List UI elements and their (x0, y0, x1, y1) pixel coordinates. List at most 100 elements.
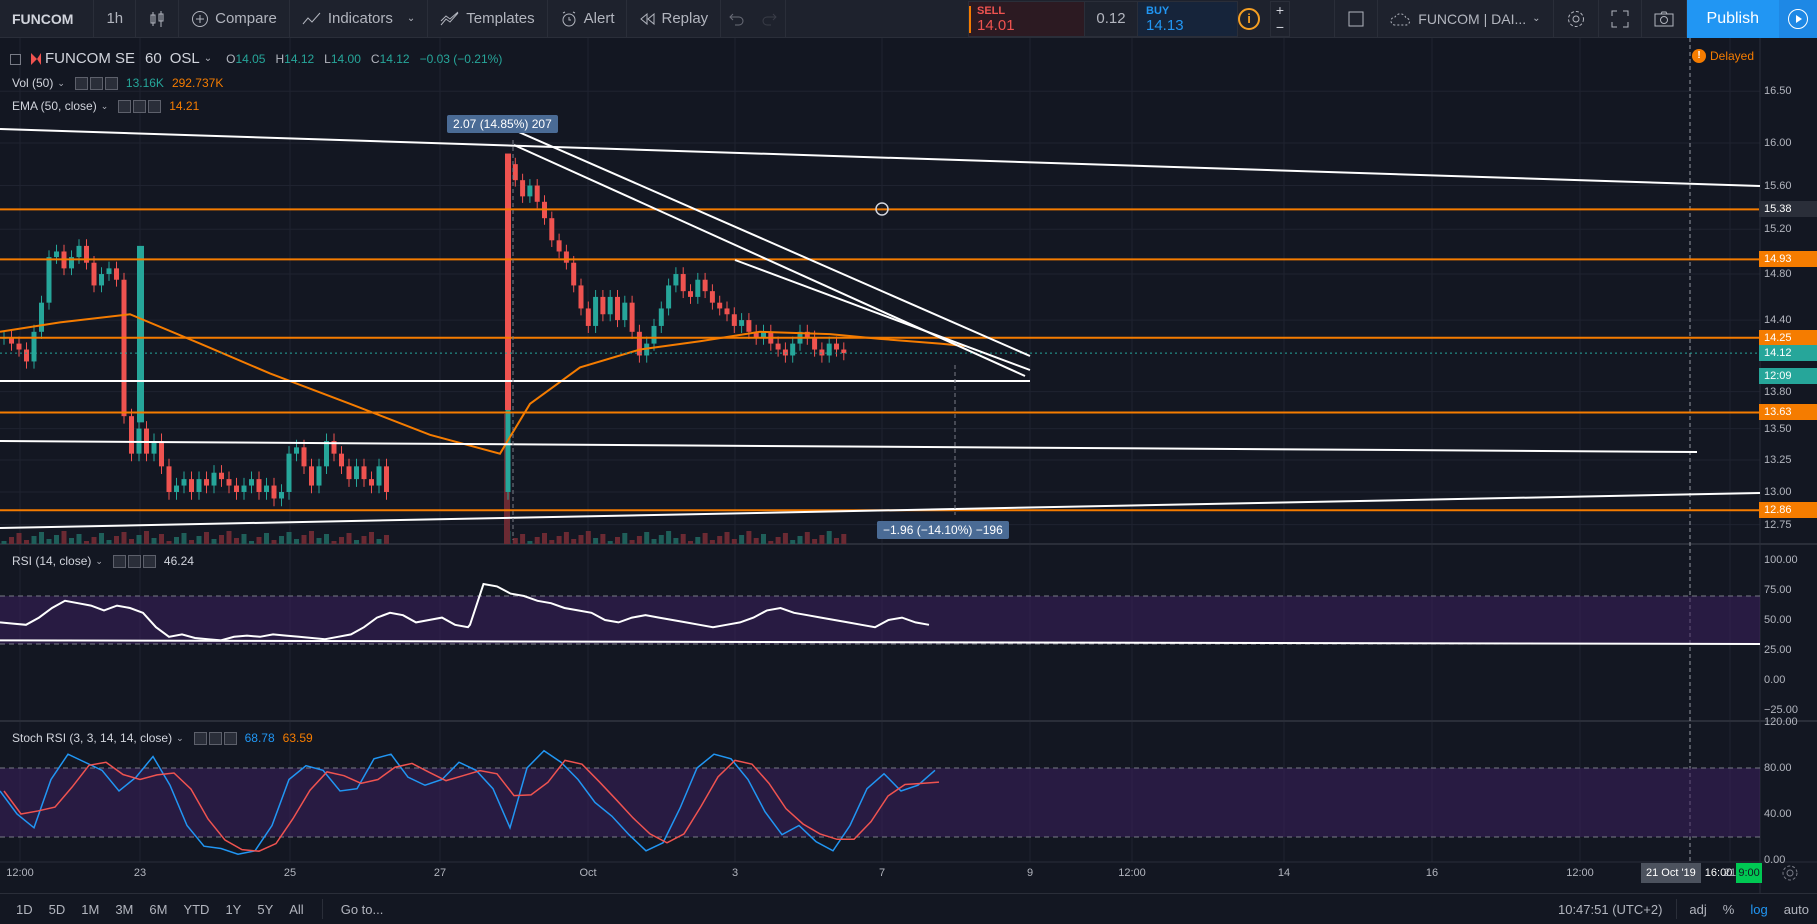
scale-option[interactable]: adj (1689, 901, 1707, 917)
chart-canvas[interactable] (0, 38, 1817, 893)
chevron-down-icon[interactable]: ⌄ (100, 100, 109, 111)
indicator-controls[interactable] (112, 554, 156, 568)
compare-button[interactable]: Compare (179, 0, 290, 38)
quantity-stepper: + − (1270, 1, 1290, 37)
volume-value: 13.16K (125, 76, 164, 90)
indicator-controls[interactable] (118, 99, 162, 113)
templates-icon (440, 11, 459, 25)
candle-body (256, 479, 262, 492)
plus-icon[interactable]: + (1275, 2, 1285, 18)
gear-icon[interactable] (1780, 863, 1800, 883)
candle-body (702, 279, 708, 292)
volume-bar (578, 535, 584, 544)
undo-button[interactable] (721, 0, 753, 38)
price-tick-label: 13.50 (1764, 422, 1792, 435)
range-button[interactable]: 1Y (225, 901, 242, 917)
goto-button[interactable]: Go to... (340, 901, 384, 917)
scale-option[interactable]: % (1722, 901, 1735, 917)
volume-name[interactable]: Vol (50) (12, 76, 54, 90)
candle-body (578, 285, 584, 309)
minus-icon[interactable]: − (1275, 19, 1285, 35)
fullscreen-toggle-button[interactable] (1334, 0, 1379, 38)
alert-button[interactable]: Alert (548, 0, 628, 38)
candle-body (69, 257, 74, 269)
measure-down-label[interactable]: −1.96 (−14.10%) −196 (877, 521, 1009, 539)
rsi-tick-label: 25.00 (1764, 644, 1792, 656)
play-button[interactable] (1779, 0, 1817, 38)
chevron-down-icon[interactable]: ⌄ (203, 53, 213, 64)
sell-button[interactable]: SELL 14.01 (969, 2, 1085, 36)
price-tick-label: 15.20 (1764, 223, 1792, 236)
price-badge: 14.12 (1759, 345, 1817, 362)
volume-bar (841, 534, 847, 544)
stoch-d-line (3, 759, 940, 852)
candle-body (527, 185, 533, 197)
range-button[interactable]: 3M (115, 901, 134, 917)
range-button[interactable]: 5Y (257, 901, 274, 917)
trend-line (513, 144, 1026, 377)
volume-bar (159, 534, 164, 544)
plus-circle-icon (192, 10, 209, 27)
trend-line (0, 492, 1761, 529)
redo-icon (762, 13, 777, 25)
delayed-label: Delayed (1710, 49, 1755, 63)
redo-button[interactable] (753, 0, 787, 38)
time-cursor-label: 21 Oct '19 16:00 9:00 (1641, 863, 1762, 883)
range-button[interactable]: 5D (48, 901, 66, 917)
range-button[interactable]: 1M (81, 901, 100, 917)
stoch-rsi-legend: Stoch RSI (3, 3, 14, 14, close) ⌄ 68.78 … (12, 731, 313, 745)
templates-button[interactable]: Templates (428, 0, 548, 38)
rsi-trend-line (0, 639, 1761, 645)
chevron-down-icon[interactable]: ⌄ (95, 555, 103, 566)
measure-up-label[interactable]: 2.07 (14.85%) 207 (447, 115, 558, 133)
volume-bar (702, 533, 708, 544)
legend-symbol[interactable]: FUNCOM SE (45, 50, 135, 67)
chevron-down-icon[interactable]: ⌄ (57, 77, 65, 88)
volume-bar (797, 536, 803, 544)
candle-body (804, 331, 810, 338)
scale-option[interactable]: log (1750, 901, 1768, 917)
price-tick-label: 14.80 (1764, 268, 1792, 281)
volume-bar (39, 532, 44, 544)
chevron-down-icon[interactable]: ⌄ (176, 732, 184, 743)
symbol-search-button[interactable]: FUNCOM (0, 0, 95, 38)
volume-bar (346, 533, 352, 544)
open-value: 14.05 (235, 51, 266, 66)
stoch-name[interactable]: Stoch RSI (3, 3, 14, 14, close) (12, 731, 173, 745)
buy-button[interactable]: BUY 14.13 (1137, 2, 1237, 36)
rsi-tick-label: 100.00 (1764, 554, 1798, 566)
range-button[interactable]: 6M (149, 901, 168, 917)
info-icon[interactable]: i (1238, 8, 1260, 30)
collapse-icon[interactable] (10, 54, 21, 65)
templates-label: Templates (466, 9, 535, 27)
volume-bar (571, 539, 577, 544)
trend-line (734, 259, 1031, 371)
rsi-name[interactable]: RSI (14, close) (12, 554, 92, 568)
fullscreen-button[interactable] (1599, 0, 1642, 38)
layout-button[interactable]: FUNCOM | DAI... ⌄ (1378, 0, 1554, 38)
snapshot-button[interactable] (1642, 0, 1687, 38)
interval-button[interactable]: 1h (94, 0, 137, 38)
delayed-badge: ! Delayed (1692, 49, 1754, 63)
candle-body (673, 274, 679, 286)
candle-body (129, 416, 134, 454)
volume-bar (680, 534, 686, 544)
ema-name[interactable]: EMA (50, close) (12, 99, 97, 113)
indicator-controls[interactable] (193, 731, 237, 745)
range-button[interactable]: All (289, 901, 304, 917)
indicators-button[interactable]: Indicators ⌄ (290, 0, 429, 38)
volume-bar (339, 537, 344, 544)
publish-button[interactable]: Publish (1686, 0, 1779, 38)
range-button[interactable]: 1D (16, 901, 33, 917)
indicator-controls[interactable] (74, 76, 118, 90)
time-tick-label: 7 (878, 867, 886, 879)
scale-option[interactable]: auto (1783, 901, 1809, 917)
replay-button[interactable]: Replay (627, 0, 722, 38)
range-button[interactable]: YTD (183, 901, 210, 917)
clock[interactable]: 10:47:51 (UTC+2) (1557, 901, 1663, 917)
settings-button[interactable] (1554, 0, 1599, 38)
volume-bar (384, 535, 389, 544)
chart-type-button[interactable] (136, 0, 180, 38)
chevron-down-icon: ⌄ (406, 12, 416, 24)
candle-body (761, 331, 766, 338)
